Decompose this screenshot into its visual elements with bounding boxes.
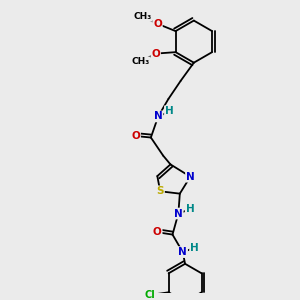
Text: O: O: [152, 49, 160, 58]
Text: N: N: [186, 172, 195, 182]
Text: O: O: [131, 131, 140, 141]
Text: CH₃: CH₃: [133, 12, 152, 21]
Text: O: O: [153, 227, 162, 237]
Text: Cl: Cl: [145, 290, 156, 300]
Text: H: H: [165, 106, 174, 116]
Text: H: H: [186, 204, 194, 214]
Text: O: O: [153, 19, 162, 29]
Text: N: N: [174, 208, 183, 218]
Text: H: H: [190, 243, 199, 253]
Text: N: N: [178, 247, 187, 257]
Text: N: N: [154, 112, 163, 122]
Text: S: S: [157, 186, 164, 196]
Text: CH₃: CH₃: [131, 57, 150, 66]
